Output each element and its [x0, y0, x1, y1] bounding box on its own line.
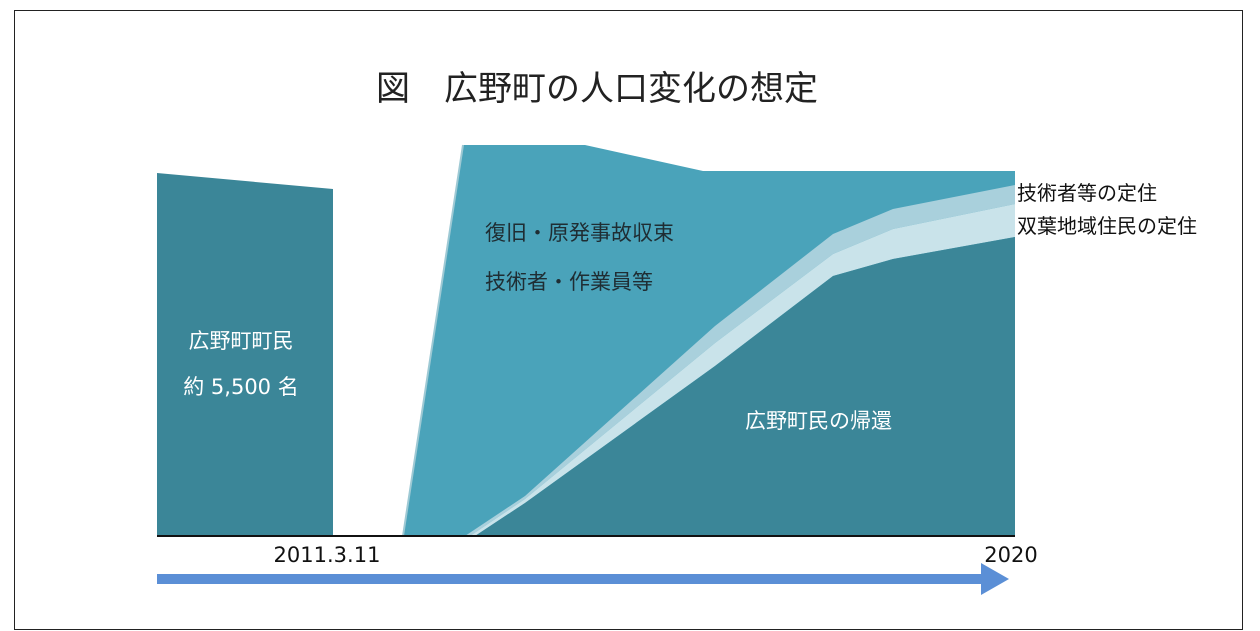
- return-label: 広野町民の帰還: [745, 409, 892, 433]
- x-tick-label-start: 2011.3.11: [274, 543, 381, 567]
- chart-svg: 図 広野町の人口変化の想定 広野町町民 約 5,500 名 復旧・原発事故収束 …: [157, 69, 1197, 595]
- hirono-residents-return-area: [475, 237, 1015, 536]
- chart-title: 図 広野町の人口変化の想定: [376, 69, 818, 109]
- legend-futaba-label: 双葉地域住民の定住: [1017, 214, 1197, 238]
- pre-block-label-line2: 約 5,500 名: [183, 375, 298, 399]
- pre-block-label-line1: 広野町町民: [189, 329, 294, 353]
- recovery-area-edge: [402, 144, 464, 537]
- chart-frame: 図 広野町の人口変化の想定 広野町町民 約 5,500 名 復旧・原発事故収束 …: [14, 10, 1243, 630]
- time-arrow-head: [981, 563, 1009, 595]
- recovery-label-line2: 技術者・作業員等: [485, 270, 653, 294]
- legend-technicians-label: 技術者等の定住: [1017, 181, 1157, 205]
- pre-disaster-population-block: [157, 173, 333, 536]
- technicians-settlement-band: [465, 185, 1015, 536]
- recovery-label-line1: 復旧・原発事故収束: [485, 221, 674, 245]
- x-tick-label-end: 2020: [984, 543, 1037, 567]
- futaba-residents-settlement-band: [470, 204, 1015, 536]
